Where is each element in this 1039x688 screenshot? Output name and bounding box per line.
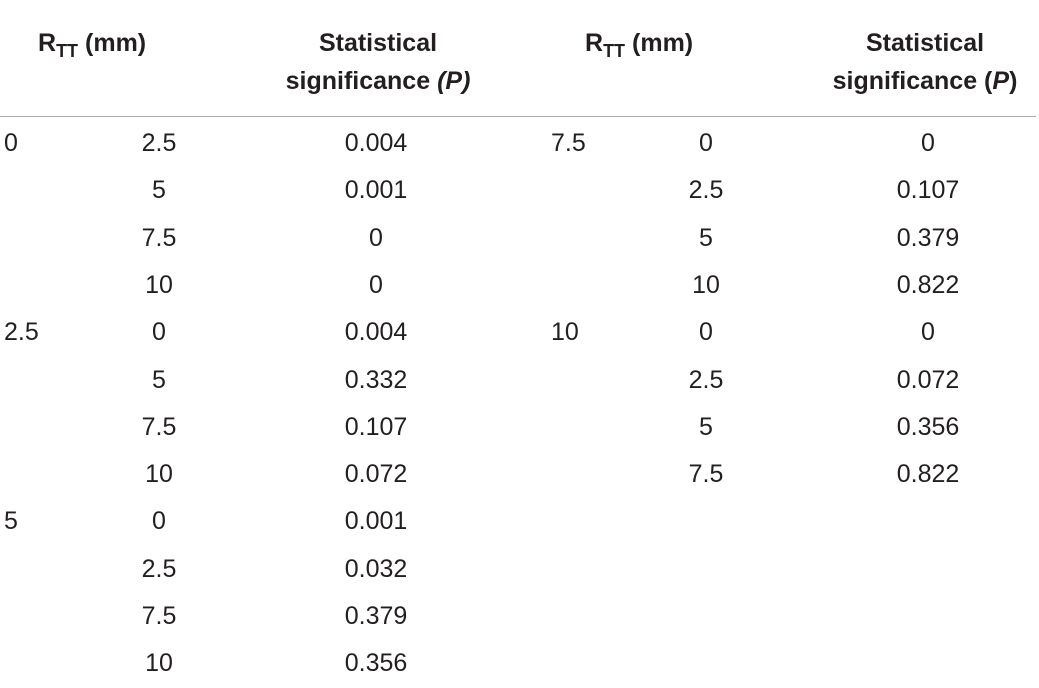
table-cell: 0.004 xyxy=(344,129,408,157)
table-cell: 0 xyxy=(699,129,713,157)
table-cell: 2.5 xyxy=(4,318,39,347)
header-rtt-left-sub: TT xyxy=(56,41,79,61)
table-cell: 7.5 xyxy=(141,412,177,441)
table-cell: 0 xyxy=(699,318,713,347)
table-cell: 10 xyxy=(145,649,173,678)
table-cell: 2.5 xyxy=(688,365,724,394)
table-cell: 0 xyxy=(152,318,166,347)
table-cell: 0.072 xyxy=(896,365,960,394)
table-cell: 0.379 xyxy=(896,223,960,252)
header-significance-right-line1: Statistical xyxy=(865,29,985,57)
header-divider xyxy=(0,116,1036,117)
table-cell: 7.5 xyxy=(141,602,177,630)
header-significance-left: Statistical significance (P) xyxy=(262,24,494,100)
table-cell: 0.379 xyxy=(344,602,408,630)
header-rtt-left-main: R xyxy=(38,29,57,57)
header-rtt-right: RTT (mm) xyxy=(585,24,693,62)
header-rtt-right-sub: TT xyxy=(603,41,626,61)
header-significance-left-line2: significance (P) xyxy=(262,62,494,100)
header-significance-left-p: (P) xyxy=(437,67,471,95)
header-significance-left-word: significance xyxy=(285,67,438,95)
table-cell: 7.5 xyxy=(551,129,586,157)
table-header: RTT (mm) Statistical significance (P) RT… xyxy=(0,0,1039,116)
table-cell: 5 xyxy=(152,365,166,394)
header-significance-right-line2: significance (P) xyxy=(812,62,1038,100)
header-rtt-right-main: R xyxy=(585,29,604,57)
table-cell: 0 xyxy=(369,270,383,299)
table-cell: 2.5 xyxy=(141,554,177,583)
table-cell: 2.5 xyxy=(688,176,724,205)
header-rtt-right-unit: (mm) xyxy=(625,29,694,57)
table-cell: 0 xyxy=(152,507,166,536)
table-cell: 0.072 xyxy=(344,460,408,489)
table-cell: 0.004 xyxy=(344,318,408,347)
header-rtt-left: RTT (mm) xyxy=(38,24,146,62)
header-rtt-left-unit: (mm) xyxy=(78,29,147,57)
table-cell: 0 xyxy=(921,129,935,157)
table-cell: 5 xyxy=(699,223,713,252)
table-cell: 0.107 xyxy=(344,412,408,441)
table-cell: 10 xyxy=(551,318,579,347)
table-cell: 0.001 xyxy=(344,176,408,205)
table-cell: 0 xyxy=(4,129,18,157)
header-significance-right-p: P xyxy=(992,67,1010,95)
header-significance-left-line1: Statistical xyxy=(318,29,438,57)
table-cell: 10 xyxy=(145,270,173,299)
table-cell: 2.5 xyxy=(141,129,177,157)
table-cell: 5 xyxy=(152,176,166,205)
table-cell: 0.822 xyxy=(896,270,960,299)
table-cell: 10 xyxy=(692,270,720,299)
table-cell: 0 xyxy=(921,318,935,347)
table-cell: 0 xyxy=(369,223,383,252)
header-significance-right: Statistical significance (P) xyxy=(812,24,1038,100)
table-cell: 0.332 xyxy=(344,365,408,394)
table-cell: 7.5 xyxy=(688,460,724,489)
table-cell: 0.001 xyxy=(344,507,408,536)
table-cell: 5 xyxy=(699,412,713,441)
table-cell: 7.5 xyxy=(141,223,177,252)
table-cell: 0.356 xyxy=(896,412,960,441)
table-cell: 0.356 xyxy=(344,649,408,678)
table-cell: 0.822 xyxy=(896,460,960,489)
table-cell: 5 xyxy=(4,507,18,536)
table-cell: 0.032 xyxy=(344,554,408,583)
table-cell: 10 xyxy=(145,460,173,489)
header-significance-right-word: significance ( xyxy=(832,67,993,95)
header-significance-right-close: ) xyxy=(1009,67,1018,95)
table-cell: 0.107 xyxy=(896,176,960,205)
